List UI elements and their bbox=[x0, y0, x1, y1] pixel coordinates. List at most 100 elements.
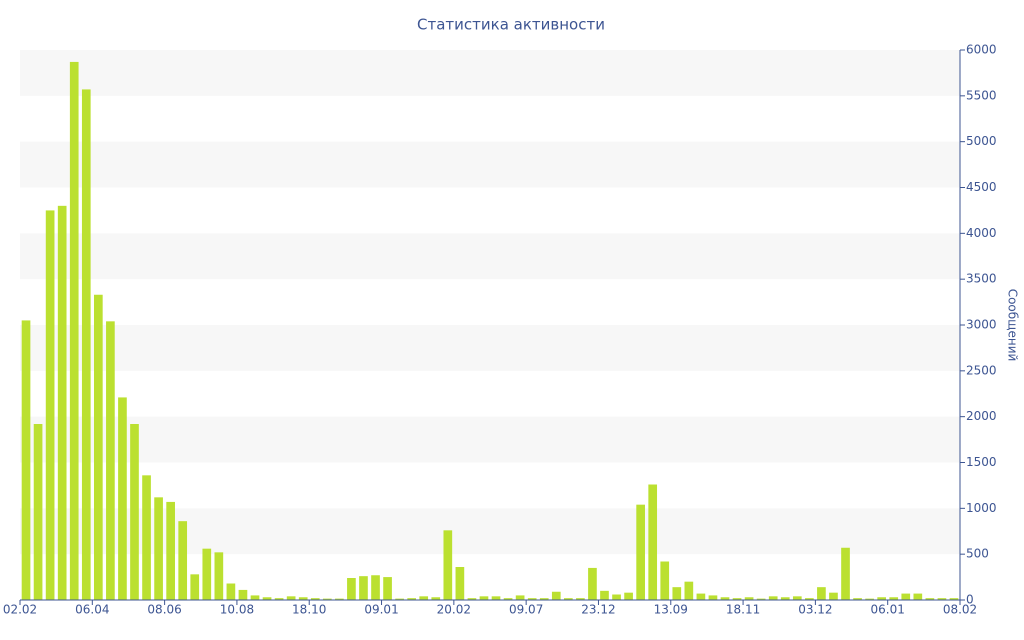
bar bbox=[853, 598, 862, 600]
bar bbox=[118, 397, 127, 600]
x-tick-label: 09.01 bbox=[364, 603, 398, 617]
bar bbox=[696, 593, 706, 600]
y-tick-label: 1500 bbox=[966, 455, 997, 469]
bar bbox=[539, 598, 549, 600]
bar bbox=[624, 592, 633, 600]
bar bbox=[130, 424, 139, 600]
grid-band bbox=[20, 233, 960, 280]
grid-band bbox=[20, 325, 960, 371]
bar bbox=[33, 424, 43, 600]
bar bbox=[45, 210, 55, 600]
bar bbox=[515, 595, 525, 600]
bar bbox=[274, 598, 284, 600]
y-tick-label: 2000 bbox=[966, 409, 997, 423]
bar bbox=[226, 583, 236, 600]
y-tick-label: 5500 bbox=[966, 88, 997, 102]
bar bbox=[672, 587, 682, 600]
bar bbox=[371, 575, 380, 600]
x-tick-label: 02.02 bbox=[3, 603, 37, 617]
bar bbox=[768, 596, 778, 600]
bar bbox=[949, 598, 959, 600]
bar bbox=[190, 574, 200, 600]
bar bbox=[443, 530, 453, 600]
bar bbox=[419, 596, 429, 600]
y-tick-label: 3000 bbox=[966, 318, 997, 332]
y-tick-label: 5000 bbox=[966, 134, 997, 148]
grid-band bbox=[20, 416, 960, 463]
bar bbox=[756, 598, 766, 600]
bar bbox=[142, 475, 151, 600]
bar bbox=[865, 598, 874, 600]
bar bbox=[636, 504, 645, 600]
grid-band bbox=[20, 50, 960, 96]
bar bbox=[286, 596, 296, 600]
bar bbox=[431, 597, 441, 600]
x-tick-label: 20.02 bbox=[437, 603, 471, 617]
bar bbox=[889, 597, 899, 600]
bar bbox=[684, 581, 694, 600]
bar bbox=[21, 320, 31, 600]
bar bbox=[238, 589, 248, 600]
bar bbox=[106, 321, 115, 600]
bar bbox=[262, 597, 272, 600]
bar bbox=[841, 547, 850, 600]
bar bbox=[166, 501, 175, 600]
bar bbox=[913, 593, 923, 600]
bar bbox=[612, 594, 621, 600]
bar bbox=[744, 597, 754, 600]
bar bbox=[925, 598, 935, 600]
chart-title: Статистика активности bbox=[417, 16, 605, 34]
x-tick-label: 10.08 bbox=[220, 603, 254, 617]
bar bbox=[551, 591, 561, 600]
bar bbox=[792, 596, 802, 600]
bar bbox=[347, 578, 356, 600]
y-tick-label: 2500 bbox=[966, 363, 997, 377]
y-tick-label: 1000 bbox=[966, 501, 997, 515]
y-tick-label: 3500 bbox=[966, 272, 997, 286]
bar bbox=[588, 567, 597, 600]
bar bbox=[407, 598, 417, 600]
bar bbox=[178, 521, 188, 600]
bar bbox=[829, 592, 838, 600]
bar bbox=[57, 205, 67, 601]
x-tick-label: 13.09 bbox=[654, 603, 688, 617]
bar bbox=[322, 598, 332, 600]
x-tick-label: 08.06 bbox=[147, 603, 181, 617]
bar bbox=[69, 61, 79, 600]
bar bbox=[503, 598, 513, 600]
bar bbox=[467, 598, 477, 600]
bar bbox=[600, 590, 609, 600]
bar bbox=[395, 598, 404, 600]
bar bbox=[527, 598, 537, 600]
bar bbox=[720, 597, 730, 600]
bar bbox=[81, 89, 91, 601]
x-tick-label: 09.07 bbox=[509, 603, 543, 617]
x-tick-label: 08.02 bbox=[943, 603, 977, 617]
bar bbox=[563, 598, 573, 600]
bar bbox=[660, 561, 670, 600]
y-tick-label: 4000 bbox=[966, 226, 997, 240]
y-tick-label: 0 bbox=[966, 593, 974, 607]
bar bbox=[359, 576, 368, 600]
bar bbox=[901, 593, 911, 600]
bar bbox=[310, 598, 320, 600]
y-axis-title: Сообщений bbox=[1006, 289, 1020, 362]
grid-band bbox=[20, 141, 960, 188]
x-tick-label: 06.04 bbox=[75, 603, 109, 617]
bar bbox=[491, 596, 501, 600]
x-tick-label: 06.01 bbox=[871, 603, 905, 617]
bar bbox=[732, 598, 742, 600]
y-tick-label: 500 bbox=[966, 547, 989, 561]
bar bbox=[817, 587, 826, 600]
x-tick-label: 18.10 bbox=[292, 603, 326, 617]
bar bbox=[576, 598, 585, 600]
y-tick-label: 6000 bbox=[966, 43, 997, 57]
bar bbox=[455, 567, 465, 600]
x-tick-label: 18.11 bbox=[726, 603, 760, 617]
bar bbox=[335, 598, 344, 600]
x-tick-label: 03.12 bbox=[798, 603, 832, 617]
bar bbox=[202, 548, 212, 600]
bar bbox=[708, 595, 718, 600]
bar bbox=[780, 597, 790, 600]
